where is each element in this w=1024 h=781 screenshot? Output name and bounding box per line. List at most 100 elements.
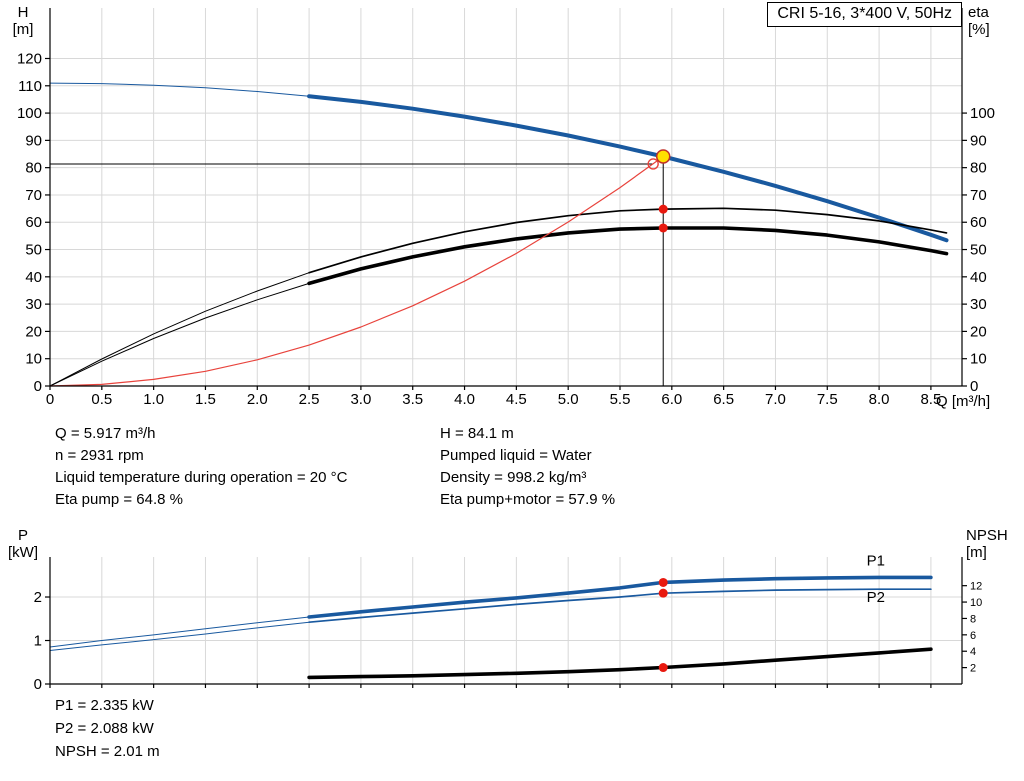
y-right-tick-label: 80 bbox=[970, 160, 987, 177]
y-right-tick-label: 8 bbox=[970, 613, 976, 625]
info-line-head: H = 84.1 m bbox=[440, 425, 514, 442]
x-tick-label: 2.5 bbox=[299, 391, 320, 408]
y-right-tick-label: 0 bbox=[970, 378, 978, 395]
x-tick-label: 0.5 bbox=[91, 391, 112, 408]
y-left-tick-label: 10 bbox=[25, 351, 42, 368]
y-right-tick-label: 10 bbox=[970, 351, 987, 368]
y-right-tick-label: 60 bbox=[970, 214, 987, 231]
y-right-tick-label: 40 bbox=[970, 269, 987, 286]
axis-title-line: [%] bbox=[968, 21, 990, 38]
x-tick-label: 8.5 bbox=[920, 391, 941, 408]
info-line-p2: P2 = 2.088 kW bbox=[55, 720, 154, 737]
x-tick-label: 7.5 bbox=[817, 391, 838, 408]
series-label: P2 bbox=[867, 589, 885, 606]
info-line-eta-pump-motor: Eta pump+motor = 57.9 % bbox=[440, 491, 616, 508]
p2-curve bbox=[308, 588, 932, 624]
y-right-tick-label: 20 bbox=[970, 323, 987, 340]
pump-title-box: CRI 5-16, 3*400 V, 50Hz bbox=[767, 2, 962, 27]
h-axis-title: H [m] bbox=[0, 4, 46, 38]
duty-point bbox=[655, 149, 671, 164]
x-tick-label: 4.5 bbox=[506, 391, 527, 408]
x-tick-label: 1.0 bbox=[143, 391, 164, 408]
info-line-liquid: Pumped liquid = Water bbox=[440, 447, 592, 464]
y-left-tick-label: 40 bbox=[25, 269, 42, 286]
y-left-tick-label: 30 bbox=[25, 296, 42, 313]
y-right-tick-label: 50 bbox=[970, 242, 987, 259]
eta-pump-duty-point bbox=[658, 204, 668, 214]
p2-curve-lead bbox=[49, 621, 310, 651]
duty-info-right: H = 84.1 m Pumped liquid = Water Density… bbox=[440, 423, 615, 511]
system-curve bbox=[49, 155, 664, 387]
x-tick-label: 7.0 bbox=[765, 391, 786, 408]
y-left-tick-label: 0 bbox=[34, 378, 42, 395]
duty-info-left: Q = 5.917 m³/h n = 2931 rpm Liquid tempe… bbox=[55, 423, 347, 511]
info-line-speed: n = 2931 rpm bbox=[55, 447, 144, 464]
p-axis-title: P [kW] bbox=[0, 527, 46, 561]
eta-pump-motor-curve-lead bbox=[49, 282, 310, 387]
x-tick-label: 2.0 bbox=[247, 391, 268, 408]
x-tick-label: 6.0 bbox=[661, 391, 682, 408]
npsh-axis-title: NPSH [m] bbox=[966, 527, 1008, 561]
info-line-eta-pump: Eta pump = 64.8 % bbox=[55, 491, 183, 508]
y-left-tick-label: 80 bbox=[25, 160, 42, 177]
x-tick-label: 8.0 bbox=[869, 391, 890, 408]
x-tick-label: 5.0 bbox=[558, 391, 579, 408]
y-left-tick-label: 90 bbox=[25, 132, 42, 149]
info-line-npsh: NPSH = 2.01 m bbox=[55, 743, 160, 760]
y-left-tick-label: 50 bbox=[25, 242, 42, 259]
x-tick-label: 0 bbox=[46, 391, 54, 408]
head-curve bbox=[307, 94, 949, 243]
x-tick-label: 5.5 bbox=[610, 391, 631, 408]
y-right-tick-label: 4 bbox=[970, 646, 976, 658]
axis-title-line: [kW] bbox=[8, 544, 38, 561]
y-right-tick-label: 70 bbox=[970, 187, 987, 204]
npsh-curve bbox=[307, 647, 933, 680]
axis-title-line: [m] bbox=[966, 544, 987, 561]
y-right-tick-label: 12 bbox=[970, 581, 982, 593]
q-axis-title: Q [m³/h] bbox=[936, 393, 991, 410]
x-tick-label: 3.0 bbox=[350, 391, 371, 408]
info-line-temperature: Liquid temperature during operation = 20… bbox=[55, 469, 348, 486]
y-right-tick-label: 10 bbox=[970, 597, 982, 609]
power-npsh-info: P1 = 2.335 kW P2 = 2.088 kW NPSH = 2.01 … bbox=[55, 694, 160, 763]
axis-title-line: P bbox=[17, 527, 28, 544]
info-line-p1: P1 = 2.335 kW bbox=[55, 697, 154, 714]
eta-pump-motor-duty-point bbox=[658, 223, 668, 233]
axis-title-line: eta bbox=[968, 4, 989, 21]
y-left-tick-label: 20 bbox=[25, 323, 42, 340]
series-label: P1 bbox=[867, 553, 885, 570]
p1-curve bbox=[307, 575, 933, 619]
y-left-tick-label: 0 bbox=[34, 676, 42, 693]
p1-curve-lead bbox=[49, 616, 310, 648]
y-right-tick-label: 30 bbox=[970, 296, 987, 313]
axis-title-line: H bbox=[17, 4, 29, 21]
y-left-tick-label: 120 bbox=[17, 50, 42, 67]
y-right-tick-label: 90 bbox=[970, 132, 987, 149]
info-line-q: Q = 5.917 m³/h bbox=[55, 425, 156, 442]
requested-duty-point bbox=[647, 158, 659, 170]
eta-pump-curve bbox=[308, 207, 948, 274]
npsh-duty-point bbox=[658, 663, 668, 673]
y-left-tick-label: 110 bbox=[18, 78, 42, 95]
y-left-tick-label: 70 bbox=[25, 187, 42, 204]
head-curve-lead bbox=[49, 82, 310, 97]
eta-axis-title: eta [%] bbox=[968, 4, 990, 38]
y-right-tick-label: 100 bbox=[970, 105, 995, 122]
y-left-tick-label: 60 bbox=[25, 214, 42, 231]
y-left-tick-label: 2 bbox=[34, 589, 42, 606]
info-line-density: Density = 998.2 kg/m³ bbox=[440, 469, 587, 486]
axis-title-line: [m] bbox=[12, 21, 34, 38]
y-right-tick-label: 2 bbox=[970, 663, 976, 675]
eta-pump-motor-curve bbox=[307, 226, 949, 286]
y-left-tick-label: 1 bbox=[34, 633, 42, 650]
y-left-tick-label: 100 bbox=[17, 105, 42, 122]
p1-duty-point bbox=[658, 577, 668, 587]
x-tick-label: 1.5 bbox=[195, 391, 216, 408]
eta-pump-curve-lead bbox=[49, 272, 310, 387]
axis-title-line: NPSH bbox=[966, 527, 1008, 544]
x-tick-label: 6.5 bbox=[713, 391, 734, 408]
p2-duty-point bbox=[658, 588, 668, 598]
y-right-tick-label: 6 bbox=[970, 630, 976, 642]
